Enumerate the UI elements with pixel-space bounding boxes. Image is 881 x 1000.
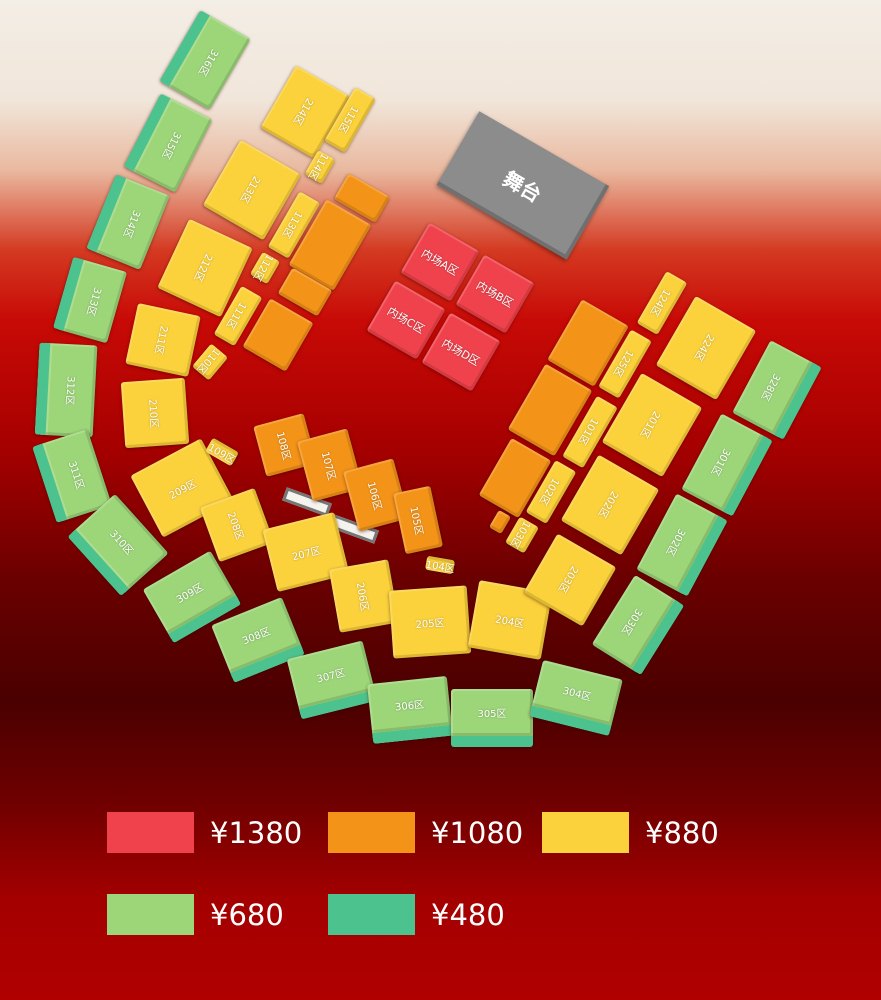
section-label: 302区 (663, 526, 688, 557)
section-316区[interactable]: 316区 (159, 9, 251, 111)
section-label: 213区 (238, 173, 263, 205)
legend-swatch (107, 894, 194, 935)
section-label: 202区 (596, 488, 621, 520)
section-label: 304区 (561, 685, 593, 704)
legend-swatch (107, 812, 194, 853)
section-label: 308区 (241, 626, 273, 648)
section-label: 111区 (224, 299, 249, 331)
section-label: 309区 (174, 581, 206, 607)
section-304区[interactable]: 304区 (529, 659, 623, 737)
section-label: 212区 (192, 251, 215, 283)
section-label: 204区 (494, 614, 525, 630)
section-label: 105区 (407, 505, 425, 536)
section-label: 106区 (364, 480, 384, 511)
legend-swatch (328, 894, 415, 935)
section-unlabeled[interactable] (488, 509, 512, 535)
section-label: 108区 (273, 430, 293, 461)
section-103区[interactable]: 103区 (504, 516, 540, 554)
section-104区[interactable]: 104区 (424, 555, 456, 575)
section-label: 内场A区 (418, 246, 461, 279)
section-label: 207区 (291, 545, 322, 563)
section-label: 314区 (120, 207, 142, 239)
legend-item-480: ¥480 (328, 894, 505, 935)
section-label: 205区 (415, 617, 446, 631)
section-label: 210区 (146, 398, 160, 429)
stage-label: 舞台 (498, 166, 546, 208)
section-315区[interactable]: 315区 (123, 93, 213, 193)
section-label: 125区 (611, 347, 636, 379)
legend-price: ¥480 (431, 897, 505, 932)
section-label: 107区 (318, 450, 338, 481)
legend-swatch (542, 812, 629, 853)
section-label: 112区 (251, 251, 276, 283)
stage: 舞台 (436, 111, 610, 260)
section-label: 305区 (477, 709, 507, 720)
section-302区[interactable]: 302区 (636, 493, 728, 597)
section-label: 311区 (65, 459, 86, 491)
section-305区[interactable]: 305区 (451, 689, 533, 747)
legend-price: ¥1380 (210, 815, 303, 850)
section-301区[interactable]: 301区 (681, 413, 773, 517)
section-label: 224区 (692, 331, 717, 363)
section-label: 303区 (619, 605, 645, 637)
legend-item-1380: ¥1380 (107, 812, 302, 853)
section-label: 102区 (537, 475, 562, 507)
section-label: 内场B区 (473, 278, 516, 311)
legend-item-880: ¥880 (542, 812, 719, 853)
legend-item-1080: ¥1080 (328, 812, 523, 853)
section-303区[interactable]: 303区 (591, 574, 685, 676)
section-328区[interactable]: 328区 (732, 340, 822, 440)
section-label: 103区 (508, 518, 533, 550)
section-313区[interactable]: 313区 (52, 256, 128, 344)
section-205区[interactable]: 205区 (388, 585, 472, 659)
section-210区[interactable]: 210区 (120, 377, 190, 449)
section-label: 110区 (194, 346, 223, 376)
section-211区[interactable]: 211区 (125, 303, 201, 377)
section-label: 328区 (758, 371, 783, 402)
legend-swatch (328, 812, 415, 853)
section-label: 209区 (167, 478, 199, 502)
section-label: 内场C区 (384, 304, 427, 337)
section-label: 306区 (394, 699, 425, 714)
legend-price: ¥680 (210, 897, 284, 932)
section-314区[interactable]: 314区 (86, 174, 170, 270)
section-label: 307区 (315, 667, 347, 686)
legend-price: ¥880 (645, 815, 719, 850)
section-202区[interactable]: 202区 (560, 454, 660, 556)
section-label: 316区 (195, 46, 221, 78)
section-label: 208区 (224, 510, 246, 542)
section-label: 206区 (354, 581, 370, 612)
section-label: 内场D区 (439, 336, 482, 369)
legend-price: ¥1080 (431, 815, 524, 850)
section-110区[interactable]: 110区 (191, 343, 229, 381)
section-label: 315区 (159, 129, 183, 161)
seat-map: 舞台 316区 315区 314区 313区 312区 311区 310区 309区 308区 3… (32, 9, 822, 747)
section-label: 101区 (576, 415, 601, 447)
section-label: 313区 (84, 285, 103, 317)
section-label: 104区 (424, 559, 455, 575)
legend-item-680: ¥680 (107, 894, 284, 935)
section-label: 310区 (106, 528, 135, 558)
section-label: 211区 (152, 324, 170, 355)
section-label: 201区 (638, 408, 663, 440)
section-label: 124区 (648, 286, 673, 318)
section-label: 203区 (556, 563, 581, 595)
section-312区[interactable]: 312区 (34, 342, 98, 438)
section-label: 301区 (708, 446, 733, 477)
section-label: 312区 (63, 375, 76, 405)
section-label: 214区 (291, 95, 316, 127)
section-306区[interactable]: 306区 (367, 675, 453, 745)
section-112区[interactable]: 112区 (249, 251, 281, 285)
section-105区[interactable]: 105区 (392, 485, 444, 555)
